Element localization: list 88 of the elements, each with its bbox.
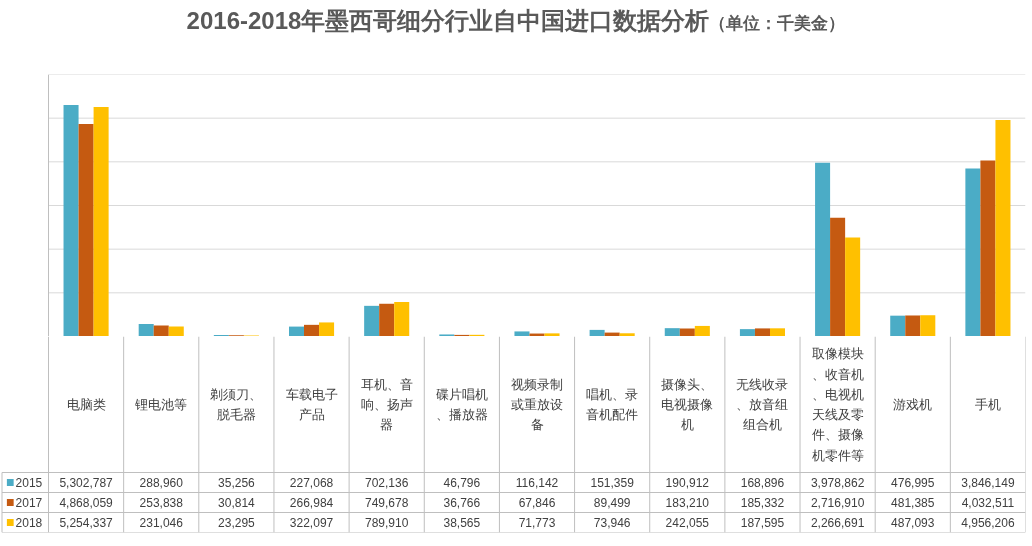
data-label: 73,946: [593, 516, 631, 530]
x-tick-label: 手机: [974, 397, 1001, 412]
data-label: 266,984: [289, 496, 334, 510]
data-label: 322,097: [289, 516, 334, 530]
bar: [379, 303, 395, 336]
chart-subtitle: （单位：千美金）: [709, 14, 846, 33]
bar: [694, 325, 710, 336]
bar: [304, 324, 320, 336]
legend-label: 2018: [15, 516, 43, 530]
bar: [394, 302, 410, 336]
data-label: 5,254,337: [59, 516, 114, 530]
x-tick-label: 剃须刀、脱毛器: [210, 386, 263, 423]
data-label: 476,995: [891, 476, 935, 490]
data-label: 253,838: [139, 496, 184, 510]
data-label: 35,256: [218, 476, 256, 490]
bar: [769, 328, 786, 336]
data-label: 702,136: [365, 476, 409, 490]
x-tick-label: 车载电子产品: [285, 386, 338, 423]
bar: [664, 328, 680, 336]
bar: [319, 322, 335, 336]
bar: [364, 305, 380, 336]
data-label: 185,332: [740, 496, 785, 510]
chart-title: 2016-2018年墨西哥细分行业自中国进口数据分析: [186, 7, 710, 34]
data-label: 67,846: [518, 496, 556, 510]
bar: [544, 333, 560, 336]
data-label: 481,385: [891, 496, 935, 510]
data-label: 5,302,787: [59, 476, 114, 490]
data-label: 2,266,691: [810, 516, 865, 530]
data-label: 3,978,862: [810, 476, 865, 490]
bar: [63, 104, 79, 336]
x-tick-label: 耳机、音响、扬声器: [360, 376, 413, 433]
data-label: 89,499: [593, 496, 631, 510]
bar: [78, 123, 94, 336]
data-label: 30,814: [218, 496, 256, 510]
data-label: 116,142: [515, 476, 559, 490]
bar: [619, 333, 635, 336]
bar: [138, 323, 154, 336]
x-tick-label: 无线收录、放音组组合机: [736, 376, 789, 433]
data-label: 749,678: [365, 496, 409, 510]
bar: [93, 107, 109, 336]
x-tick-label: 游戏机: [893, 397, 933, 412]
x-tick-label: 电脑类: [66, 397, 106, 412]
bar: [168, 326, 184, 336]
bar: [679, 328, 695, 336]
legend-label: 2017: [15, 496, 43, 510]
bar: [965, 168, 981, 336]
bar: [288, 326, 305, 336]
data-label: 2,716,910: [810, 496, 865, 510]
x-tick-label: 锂电池等: [134, 397, 188, 412]
data-label: 288,960: [139, 476, 184, 490]
x-tick-label: 视频录制或重放设备: [511, 376, 563, 433]
bar: [589, 329, 605, 336]
data-label: 38,565: [443, 516, 481, 530]
bar: [514, 331, 530, 336]
bar: [980, 160, 996, 336]
legend-label: 2015: [15, 476, 43, 490]
bar: [845, 237, 861, 336]
bar: [890, 315, 906, 336]
bar: [815, 162, 831, 336]
data-label: 151,359: [590, 476, 635, 490]
data-label: 227,068: [289, 476, 334, 490]
x-tick-label: 摄像头、电视摄像机: [661, 376, 714, 433]
data-label: 242,055: [665, 516, 710, 530]
bar: [153, 325, 169, 336]
data-label: 4,032,511: [961, 496, 1015, 510]
x-tick-label: 取像模块、收音机、电视机天线及零件、摄像机零件等: [811, 346, 864, 463]
bar: [905, 315, 921, 336]
bar: [830, 217, 846, 336]
data-label: 46,796: [443, 476, 481, 490]
bar: [739, 329, 755, 336]
data-label: 168,896: [740, 476, 785, 490]
bar: [754, 328, 770, 336]
data-label: 187,595: [740, 516, 785, 530]
x-tick-label: 唱机、录音机配件: [586, 386, 639, 423]
data-label: 3,846,149: [961, 476, 1015, 490]
data-label: 183,210: [665, 496, 710, 510]
data-label: 231,046: [139, 516, 184, 530]
data-label: 789,910: [365, 516, 409, 530]
data-label: 4,868,059: [59, 496, 114, 510]
bar: [995, 120, 1011, 336]
x-tick-label: 碟片唱机、播放器: [435, 386, 488, 423]
data-label: 23,295: [218, 516, 256, 530]
data-label: 4,956,206: [961, 516, 1015, 530]
data-label: 36,766: [443, 496, 481, 510]
data-label: 190,912: [665, 476, 710, 490]
bar: [920, 315, 936, 336]
data-label: 487,093: [891, 516, 935, 530]
data-label: 71,773: [518, 516, 556, 530]
